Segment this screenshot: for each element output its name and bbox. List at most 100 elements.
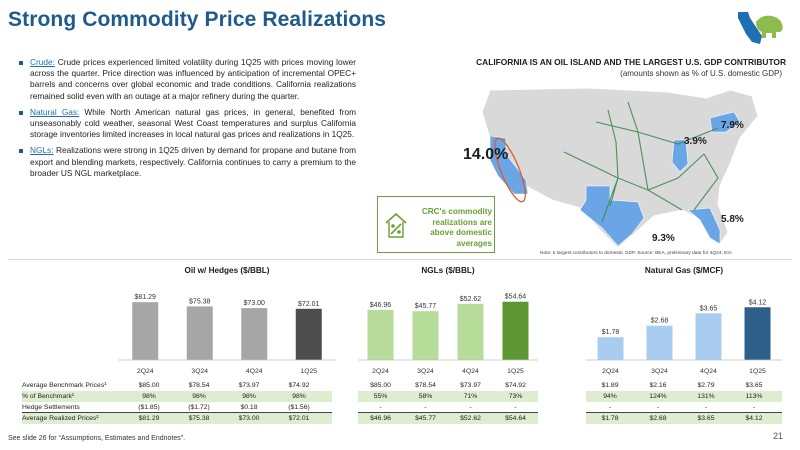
table-cell: 55% bbox=[373, 393, 388, 400]
bar-value-label: $1.78 bbox=[602, 329, 620, 336]
table-cell: 94% bbox=[603, 393, 617, 400]
table-cell: $54.64 bbox=[505, 415, 526, 422]
x-tick-label: 4Q24 bbox=[700, 368, 717, 375]
bar-value-label: $4.12 bbox=[749, 299, 767, 306]
bar-value-label: $73.00 bbox=[244, 300, 266, 307]
page-number: 21 bbox=[773, 431, 784, 441]
bar-1Q25 bbox=[295, 308, 322, 360]
bullet-marker-icon bbox=[19, 61, 23, 65]
callout-text: CRC's commodity realizations are above d… bbox=[421, 207, 492, 248]
table-cell: 98% bbox=[242, 393, 256, 400]
table-cell: 98% bbox=[142, 393, 156, 400]
pct-california: 14.0% bbox=[463, 146, 509, 163]
table-cell: 58% bbox=[418, 393, 433, 400]
table-cell: 98% bbox=[192, 393, 206, 400]
bar-value-label: $81.29 bbox=[135, 294, 157, 301]
table-cell: - bbox=[656, 404, 660, 411]
table-cell: 124% bbox=[649, 393, 667, 400]
table-cell: - bbox=[379, 404, 382, 411]
chart-title-oil: Oil w/ Hedges ($/BBL) bbox=[184, 266, 270, 275]
x-tick-label: 3Q24 bbox=[417, 368, 434, 375]
crc-logo bbox=[738, 12, 783, 44]
table-row: Hedge Settlements bbox=[22, 402, 331, 413]
table-cell: $72.01 bbox=[288, 415, 310, 422]
table-row: 55% 58% 71% 73% bbox=[358, 391, 538, 402]
row-label: % of Benchmark¹ bbox=[22, 393, 75, 400]
bullet-text: While North American natural gas prices,… bbox=[30, 106, 356, 140]
pct-new-york: 7.9% bbox=[721, 120, 744, 131]
bar-2Q24 bbox=[132, 302, 159, 360]
bullet-marker-icon bbox=[19, 110, 23, 115]
table-row: ---- bbox=[586, 402, 782, 413]
table-cell: $73.00 bbox=[238, 415, 260, 422]
table-cell: $2.79 bbox=[697, 382, 715, 389]
map-subtitle: (amounts shown as % of U.S. domestic GDP… bbox=[620, 69, 782, 78]
table-row: $1.89 $2.16 $2.79 $3.65 bbox=[586, 380, 782, 391]
table-cell: $81.29 bbox=[138, 415, 160, 422]
footnote: See slide 26 for “Assumptions, Estimates… bbox=[8, 435, 186, 442]
callout-box: CRC's commodity realizations are above d… bbox=[377, 196, 495, 253]
table-row: ---- bbox=[358, 402, 538, 413]
bar-value-label: $54.64 bbox=[505, 294, 527, 301]
table-row: $1.78 $2.68 $3.65 $4.12 bbox=[586, 413, 782, 424]
x-tick-label: 1Q25 bbox=[507, 368, 524, 375]
table-cell: - bbox=[752, 404, 756, 411]
table-cell: - bbox=[424, 404, 427, 411]
bullet-text: Crude prices experienced limited volatil… bbox=[30, 57, 356, 101]
table-cell: $85.00 bbox=[370, 382, 391, 389]
table-cell: $4.12 bbox=[745, 415, 763, 422]
table-cell: ($1.85) bbox=[138, 404, 160, 411]
pct-illinois: 3.9% bbox=[684, 136, 707, 147]
table-row: $46.96 $45.77 $52.62 $54.64 bbox=[358, 413, 538, 424]
table-cell: $75.38 bbox=[188, 415, 210, 422]
x-tick-label: 4Q24 bbox=[462, 368, 479, 375]
bar-4Q24 bbox=[695, 313, 722, 360]
percent-house-icon bbox=[385, 212, 407, 238]
bar-3Q24 bbox=[186, 306, 213, 360]
bar-2Q24 bbox=[367, 309, 394, 360]
row-label: Hedge Settlements bbox=[22, 404, 80, 411]
table-cell: $73.97 bbox=[238, 382, 260, 389]
table-row: ($1.85) ($1.72) $0.18 ($1.56) bbox=[124, 402, 332, 413]
table-cell: 71% bbox=[463, 393, 478, 400]
table-cell: - bbox=[514, 404, 517, 411]
x-tick-label: 2Q24 bbox=[602, 368, 619, 375]
table-cell: $0.18 bbox=[240, 404, 258, 411]
table-cell: 73% bbox=[508, 393, 523, 400]
x-tick-label: 3Q24 bbox=[651, 368, 668, 375]
table-row: $85.00 $78.54 $73.97 $74.92 bbox=[124, 380, 332, 391]
table-cell: 113% bbox=[745, 393, 763, 400]
table-cell: - bbox=[608, 404, 612, 411]
bar-value-label: $45.77 bbox=[415, 303, 437, 310]
table-cell: $1.78 bbox=[601, 415, 619, 422]
map-note: Note: 5 largest contributors to domestic… bbox=[540, 251, 732, 256]
bullet-crude: Crude: Crude prices experienced limited … bbox=[16, 57, 356, 102]
x-tick-label: 1Q25 bbox=[749, 368, 766, 375]
x-tick-label: 2Q24 bbox=[137, 368, 154, 375]
bar-3Q24 bbox=[646, 325, 673, 360]
x-tick-label: 4Q24 bbox=[246, 368, 263, 375]
bar-value-label: $72.01 bbox=[298, 301, 320, 308]
table-cell: $45.77 bbox=[415, 415, 436, 422]
table-cell: ($1.56) bbox=[288, 404, 310, 411]
bar-value-label: $46.96 bbox=[370, 302, 392, 309]
bar-value-label: $2.68 bbox=[651, 318, 669, 325]
table-row: 94% 124% 131% 113% bbox=[586, 391, 782, 402]
table-row: Average Benchmark Prices¹ bbox=[22, 380, 331, 391]
row-label: Average Realized Prices² bbox=[22, 415, 99, 422]
table-cell: $73.97 bbox=[460, 382, 481, 389]
table-cell: ($1.72) bbox=[188, 404, 210, 411]
table-cell: $3.65 bbox=[697, 415, 715, 422]
table-cell: $3.65 bbox=[745, 382, 763, 389]
bullet-ngls: NGLs: Realizations were strong in 1Q25 d… bbox=[16, 145, 356, 179]
divider bbox=[8, 259, 792, 260]
bar-3Q24 bbox=[412, 311, 439, 360]
bar-1Q25 bbox=[744, 307, 771, 360]
bullet-lead: Crude: bbox=[30, 57, 55, 67]
bullet-lead: NGLs: bbox=[30, 145, 54, 156]
bullet-text: Realizations were strong in 1Q25 driven … bbox=[30, 145, 356, 178]
table-cell: $74.92 bbox=[505, 382, 526, 389]
chart-title-ngl: NGLs ($/BBL) bbox=[421, 266, 475, 275]
table-cell: - bbox=[469, 404, 472, 411]
bar-1Q25 bbox=[502, 301, 529, 360]
